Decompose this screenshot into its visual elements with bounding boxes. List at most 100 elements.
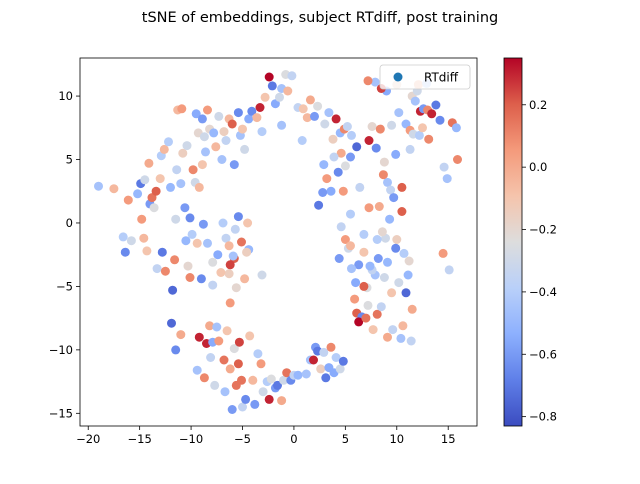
data-point	[383, 177, 392, 187]
data-point	[392, 235, 402, 244]
data-point	[316, 364, 326, 374]
data-point	[245, 331, 255, 341]
data-point	[178, 148, 188, 158]
scatter-points	[94, 70, 462, 414]
data-point	[398, 321, 408, 331]
data-point	[374, 202, 384, 211]
data-point	[218, 218, 228, 228]
data-point	[282, 368, 292, 378]
data-point	[257, 270, 267, 280]
data-point	[394, 108, 404, 118]
data-point	[371, 143, 381, 153]
data-point	[279, 375, 289, 385]
colorbar-gradient	[503, 57, 523, 427]
data-point	[192, 365, 202, 375]
data-point	[453, 155, 462, 164]
data-point	[197, 160, 207, 170]
data-point	[197, 114, 207, 124]
x-tick-label: 0	[290, 432, 297, 446]
data-point	[310, 111, 319, 121]
data-point	[210, 380, 220, 390]
data-point	[355, 182, 365, 192]
data-point	[333, 167, 343, 177]
data-point	[404, 256, 414, 266]
data-point	[140, 175, 150, 185]
data-point	[255, 103, 265, 112]
data-point	[352, 142, 362, 152]
data-point	[181, 236, 191, 246]
data-point	[187, 229, 197, 239]
data-point	[346, 152, 355, 162]
data-point	[347, 130, 356, 140]
data-point	[418, 123, 427, 133]
data-point	[326, 342, 336, 352]
data-point	[199, 132, 209, 142]
data-point	[183, 261, 193, 271]
data-point	[209, 128, 219, 138]
data-point	[160, 266, 170, 276]
data-point	[257, 127, 267, 137]
data-point	[431, 100, 441, 110]
data-point	[375, 124, 385, 134]
data-point	[350, 294, 360, 304]
data-point	[405, 144, 415, 154]
x-tick-label: −5	[234, 432, 251, 446]
data-point	[219, 127, 229, 137]
y-axis: −15 −10 −5 0 5 10	[49, 89, 80, 420]
data-point	[397, 207, 407, 216]
data-point	[250, 399, 260, 409]
data-point	[283, 86, 293, 96]
data-point	[188, 165, 198, 175]
data-point	[385, 214, 395, 224]
data-point	[176, 179, 186, 189]
data-point	[170, 255, 180, 265]
data-point	[388, 325, 398, 335]
data-point	[228, 251, 238, 261]
data-point	[331, 114, 341, 124]
data-point	[238, 402, 247, 412]
data-point	[451, 123, 461, 133]
data-point	[377, 227, 387, 237]
colorbar-tick-label: −0.8	[529, 410, 557, 424]
data-point	[314, 200, 324, 210]
data-point	[211, 142, 221, 152]
data-point	[185, 213, 195, 223]
data-point	[361, 313, 371, 323]
data-point	[376, 302, 386, 312]
data-point	[217, 155, 227, 164]
y-tick-label: −10	[49, 343, 73, 357]
data-point	[252, 113, 262, 123]
chart-title: tSNE of embeddings, subject RTdiff, post…	[142, 10, 498, 26]
data-point	[166, 182, 175, 192]
data-point	[334, 254, 344, 263]
data-point	[216, 268, 226, 277]
data-point	[444, 265, 454, 275]
data-point	[373, 254, 383, 263]
data-point	[403, 270, 413, 280]
data-point	[298, 104, 308, 114]
data-point	[273, 380, 282, 390]
data-point	[191, 109, 201, 119]
data-point	[328, 134, 338, 144]
data-point	[167, 318, 176, 328]
legend-box	[379, 64, 471, 90]
data-point	[277, 396, 287, 406]
data-point	[354, 260, 364, 270]
data-point	[324, 108, 334, 118]
data-point	[240, 144, 250, 154]
data-point	[287, 71, 297, 81]
data-point	[220, 387, 230, 397]
data-point	[364, 136, 374, 145]
data-point	[399, 248, 409, 258]
data-point	[212, 322, 222, 332]
data-point	[389, 193, 399, 203]
data-point	[149, 203, 159, 213]
data-point	[208, 280, 218, 290]
colorbar-tick-label: −0.2	[529, 223, 557, 237]
data-point	[227, 405, 237, 414]
y-tick-label: 0	[66, 216, 73, 230]
data-point	[351, 278, 361, 288]
y-tick-label: −5	[56, 279, 73, 293]
data-point	[168, 285, 178, 295]
data-point	[185, 273, 195, 282]
